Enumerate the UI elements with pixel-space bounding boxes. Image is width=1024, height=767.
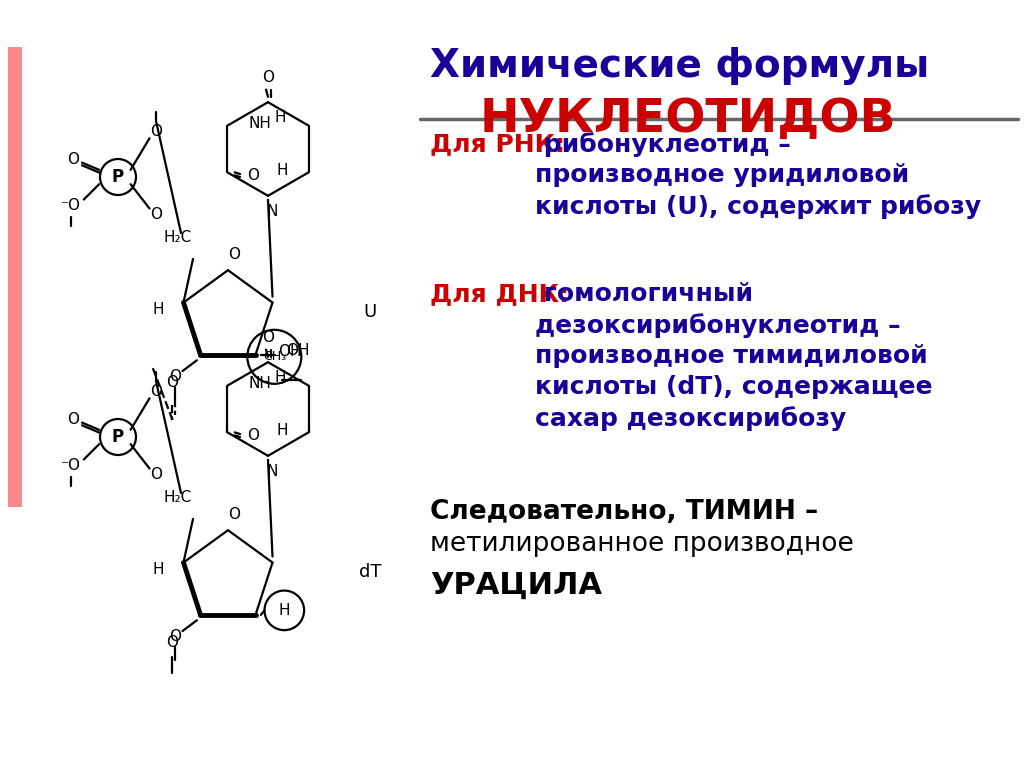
Text: OH: OH xyxy=(278,344,301,359)
Text: O: O xyxy=(150,124,162,140)
Text: H: H xyxy=(153,302,164,318)
Text: P: P xyxy=(112,168,124,186)
Text: O: O xyxy=(67,412,79,426)
Text: O: O xyxy=(262,70,274,84)
Text: УРАЦИЛА: УРАЦИЛА xyxy=(430,571,602,600)
Text: O: O xyxy=(262,330,274,344)
Text: метилированное производное: метилированное производное xyxy=(430,531,854,557)
Text: Следовательно, ТИМИН –: Следовательно, ТИМИН – xyxy=(430,499,818,525)
Text: ⁻O: ⁻O xyxy=(61,459,81,473)
Text: Химические формулы: Химические формулы xyxy=(430,47,929,85)
Text: O: O xyxy=(169,369,181,384)
Text: O: O xyxy=(167,635,178,650)
Text: H: H xyxy=(274,370,287,385)
Text: dT: dT xyxy=(358,563,381,581)
Text: O: O xyxy=(247,169,259,183)
Text: N: N xyxy=(266,204,278,219)
Text: O: O xyxy=(67,152,79,166)
Text: ⁻O: ⁻O xyxy=(61,199,81,213)
FancyBboxPatch shape xyxy=(8,47,22,507)
Text: O: O xyxy=(228,247,240,262)
Text: N: N xyxy=(266,464,278,479)
Text: H₂C: H₂C xyxy=(164,489,193,505)
Text: H: H xyxy=(276,163,289,178)
Text: O: O xyxy=(228,507,240,522)
Text: P: P xyxy=(112,428,124,446)
Text: гомологичный
дезоксирибонуклеотид –
производное тимидиловой
кислоты (dT), содерж: гомологичный дезоксирибонуклеотид – прои… xyxy=(535,282,933,431)
Text: O: O xyxy=(150,207,162,222)
Text: NH: NH xyxy=(248,376,271,391)
Text: OH: OH xyxy=(286,344,309,358)
Text: H₂C: H₂C xyxy=(164,229,193,245)
Text: H: H xyxy=(276,423,289,438)
Text: O: O xyxy=(167,375,178,390)
Text: Для РНК:: Для РНК: xyxy=(430,132,565,156)
Text: O: O xyxy=(150,384,162,400)
Text: CH₃: CH₃ xyxy=(263,351,286,364)
Text: рибонуклеотид –
производное уридиловой
кислоты (U), содержит рибозу: рибонуклеотид – производное уридиловой к… xyxy=(535,132,981,219)
Text: O: O xyxy=(150,467,162,482)
Text: NH: NH xyxy=(248,116,271,131)
Text: H: H xyxy=(274,110,287,125)
Text: O: O xyxy=(247,429,259,443)
Text: H: H xyxy=(153,562,164,578)
Text: НУКЛЕОТИДОВ: НУКЛЕОТИДОВ xyxy=(480,97,897,142)
Text: Для ДНК:: Для ДНК: xyxy=(430,282,569,306)
Text: H: H xyxy=(279,603,290,618)
Text: O: O xyxy=(169,629,181,644)
Text: U: U xyxy=(364,303,377,321)
